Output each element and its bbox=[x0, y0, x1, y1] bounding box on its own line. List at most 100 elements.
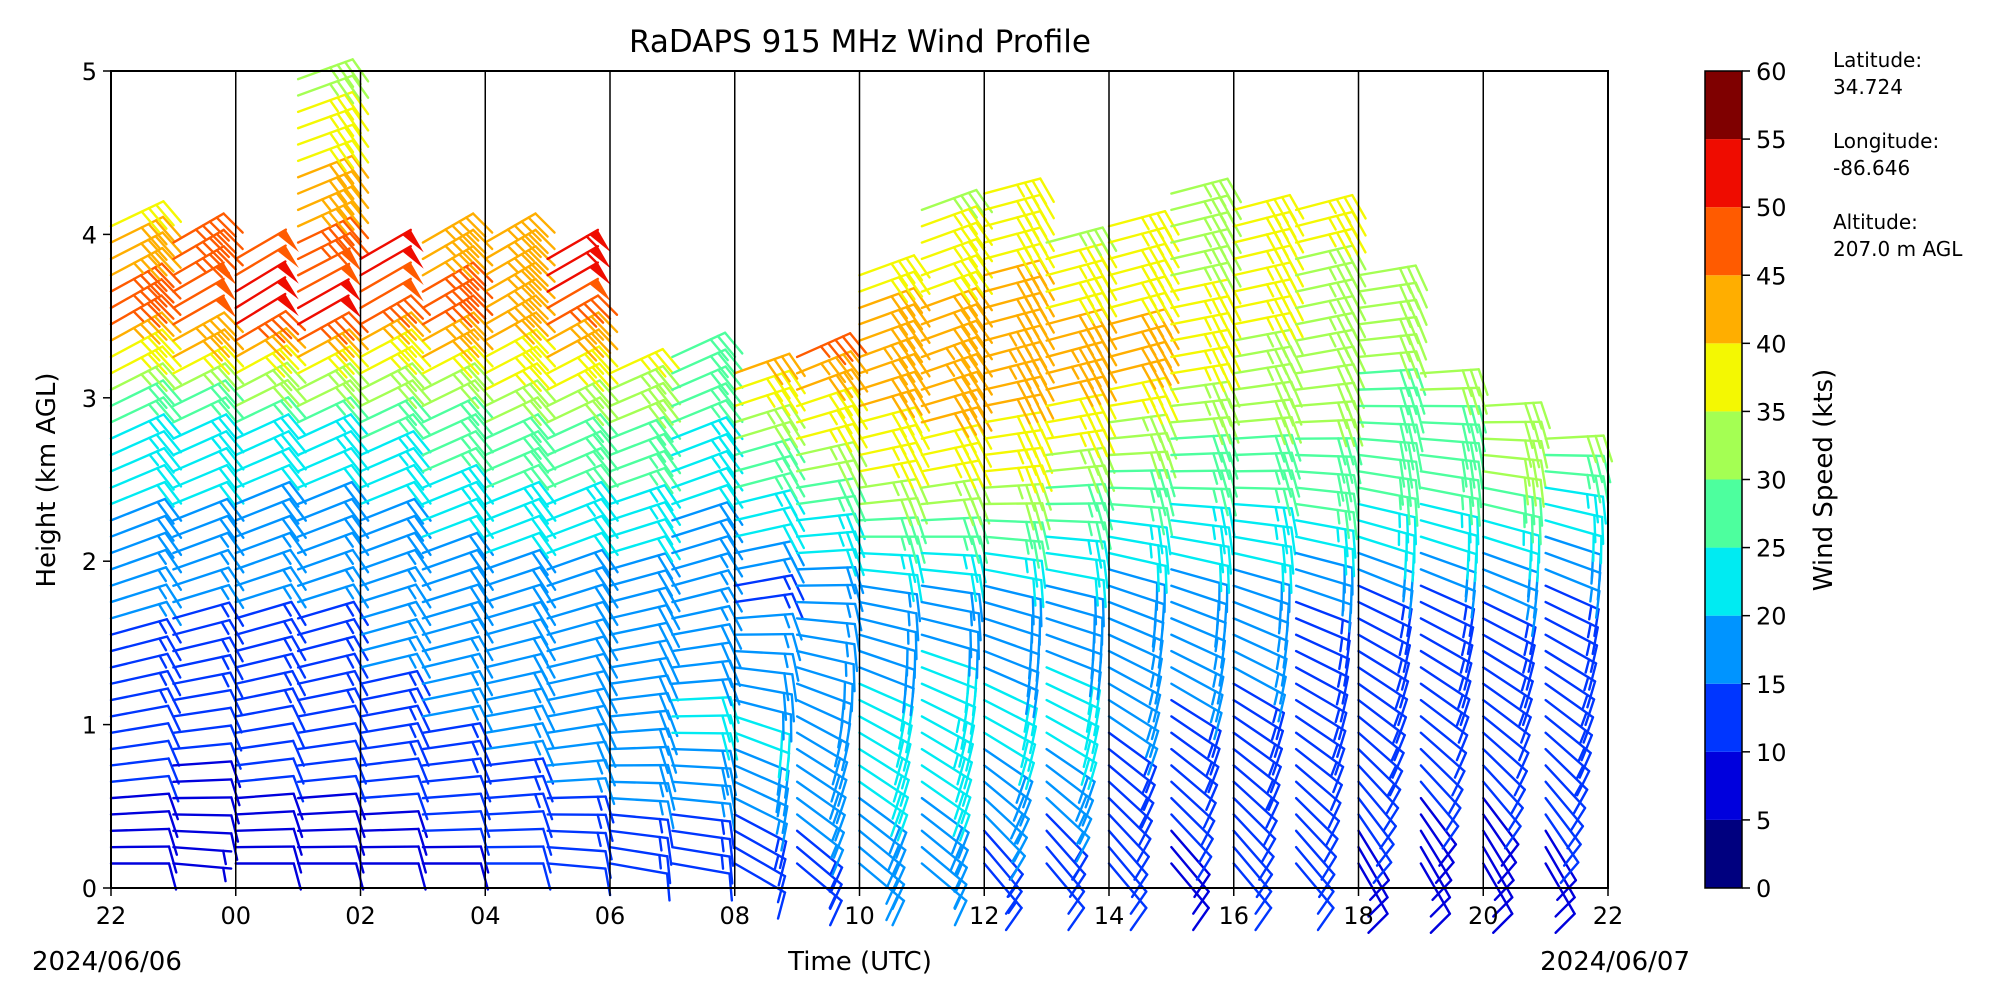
wind-barb bbox=[109, 396, 183, 424]
wind-barb bbox=[1419, 486, 1481, 527]
wind-barb bbox=[109, 618, 182, 644]
wind-barb bbox=[1107, 666, 1162, 723]
wind-barb bbox=[1294, 682, 1348, 741]
wind-barb bbox=[983, 715, 1037, 772]
date-right-label: 2024/06/07 bbox=[1540, 947, 1690, 977]
wind-barb bbox=[296, 185, 370, 219]
wind-barb bbox=[1045, 747, 1096, 809]
wind-barb bbox=[1294, 486, 1360, 522]
wind-barb bbox=[1107, 242, 1180, 275]
wind-barb bbox=[858, 584, 922, 623]
wind-barb bbox=[109, 827, 179, 856]
wind-barb bbox=[109, 463, 183, 491]
wind-barb bbox=[1357, 519, 1416, 564]
wind-barb bbox=[109, 430, 183, 457]
wind-barb bbox=[1544, 747, 1589, 815]
wind-barb bbox=[546, 228, 611, 261]
wind-barb bbox=[1107, 633, 1163, 687]
y-tick-label: 1 bbox=[82, 712, 97, 740]
wind-barb bbox=[546, 379, 619, 409]
wind-barb bbox=[920, 617, 981, 661]
x-tick-label: 22 bbox=[1593, 902, 1624, 930]
wind-barb bbox=[234, 260, 299, 293]
wind-barb bbox=[1232, 796, 1277, 864]
y-tick-label: 3 bbox=[82, 385, 97, 413]
wind-barb bbox=[484, 430, 557, 460]
wind-barb bbox=[484, 566, 557, 594]
wind-barb bbox=[296, 294, 362, 326]
wind-barb bbox=[234, 228, 299, 261]
wind-barb bbox=[484, 413, 557, 444]
wind-barb bbox=[172, 277, 237, 310]
wind-barb bbox=[296, 216, 370, 250]
wind-barb bbox=[1357, 731, 1404, 797]
wind-barb bbox=[546, 413, 619, 444]
wind-barb bbox=[546, 447, 619, 474]
wind-barb bbox=[1045, 764, 1095, 827]
wind-barb bbox=[1170, 829, 1211, 899]
longitude-label: Longitude: bbox=[1833, 129, 1939, 153]
colorbar-segment bbox=[1705, 343, 1742, 412]
colorbar-segment bbox=[1705, 819, 1742, 888]
wind-barb bbox=[1232, 682, 1286, 741]
wind-barb bbox=[858, 370, 931, 404]
wind-barb bbox=[1357, 747, 1402, 815]
wind-barb bbox=[234, 862, 302, 891]
wind-barb bbox=[421, 328, 494, 362]
wind-barb bbox=[1170, 486, 1237, 517]
y-axis-label: Height (km AGL) bbox=[32, 372, 62, 587]
wind-barb bbox=[1045, 568, 1107, 609]
wind-barb bbox=[359, 862, 427, 891]
wind-barb bbox=[1107, 486, 1175, 517]
wind-barb bbox=[296, 311, 369, 345]
wind-barb bbox=[1419, 453, 1484, 490]
wind-barb bbox=[359, 345, 432, 375]
wind-barb bbox=[234, 244, 299, 277]
wind-barb bbox=[421, 311, 494, 345]
wind-barb bbox=[484, 447, 557, 474]
wind-barb bbox=[733, 698, 793, 743]
wind-barb bbox=[296, 231, 370, 266]
colorbar-tick-label: 20 bbox=[1756, 603, 1787, 631]
wind-barb bbox=[1482, 437, 1549, 469]
wind-barb bbox=[546, 328, 619, 362]
wind-barb bbox=[733, 592, 804, 620]
wind-barb bbox=[359, 827, 428, 856]
wind-barb bbox=[109, 262, 182, 296]
wind-barb bbox=[608, 415, 682, 446]
wind-barb bbox=[172, 845, 233, 866]
wind-barb bbox=[1357, 264, 1429, 294]
wind-barb bbox=[1232, 535, 1295, 575]
wind-barb bbox=[234, 480, 307, 508]
wind-barb bbox=[1482, 486, 1544, 527]
wind-barb bbox=[1294, 780, 1341, 847]
wind-barb bbox=[234, 827, 303, 856]
wind-barb bbox=[1482, 401, 1551, 431]
vertical-gridlines bbox=[235, 71, 1484, 888]
wind-barb bbox=[983, 535, 1048, 570]
wind-barb bbox=[733, 715, 792, 763]
wind-barb bbox=[109, 362, 182, 392]
wind-barb bbox=[484, 600, 557, 629]
x-tick-label: 20 bbox=[1468, 902, 1499, 930]
wind-barb bbox=[1482, 470, 1545, 508]
wind-barb bbox=[1482, 649, 1534, 709]
wind-barb bbox=[1357, 502, 1418, 546]
wind-barb bbox=[1544, 649, 1597, 709]
colorbar-tick-label: 10 bbox=[1756, 739, 1787, 767]
wind-barb bbox=[296, 262, 362, 293]
wind-barb bbox=[234, 413, 307, 440]
colorbar-tick-label: 35 bbox=[1756, 398, 1787, 426]
wind-barb bbox=[359, 328, 432, 362]
wind-barb bbox=[1419, 600, 1475, 656]
wind-barb bbox=[234, 378, 307, 409]
wind-barb bbox=[359, 228, 424, 261]
wind-barb bbox=[1357, 780, 1397, 850]
wind-barb bbox=[546, 277, 611, 310]
wind-barb bbox=[858, 388, 931, 421]
wind-barb bbox=[608, 518, 682, 546]
colorbar-tick-label: 0 bbox=[1756, 875, 1771, 903]
wind-barb bbox=[109, 328, 182, 362]
wind-barb bbox=[733, 632, 802, 662]
wind-barb bbox=[1232, 764, 1280, 829]
